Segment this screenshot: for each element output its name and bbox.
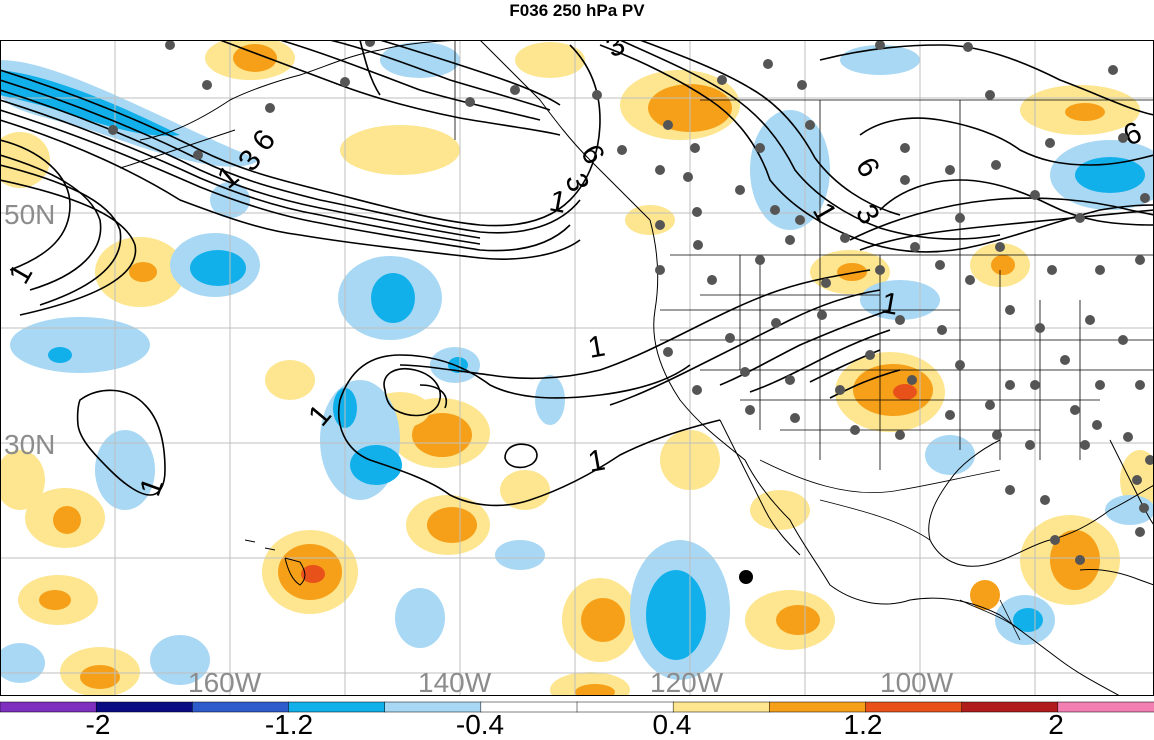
neg-anomaly — [750, 110, 830, 230]
pos-anomaly — [1065, 103, 1105, 121]
lat-label-50n: 50N — [4, 199, 55, 230]
pos-anomaly — [970, 580, 1000, 610]
colorbar-tick: 1.2 — [843, 709, 883, 740]
pos-anomaly — [265, 360, 315, 400]
neg-anomaly — [48, 347, 72, 363]
pos-anomaly — [427, 507, 477, 543]
pos-anomaly — [581, 598, 625, 642]
colorbar-tick: 2 — [1048, 709, 1064, 740]
coastlines — [119, 40, 1154, 696]
pos-anomaly — [53, 506, 81, 534]
neg-anomaly — [860, 280, 940, 320]
neg-anomaly — [190, 250, 246, 286]
pos-anomaly — [0, 450, 45, 510]
pos-anomaly — [893, 384, 917, 400]
colorbar-bin — [961, 701, 1059, 713]
neg-anomaly — [925, 435, 975, 475]
positive-anomaly-shading — [0, 40, 1154, 696]
pos-anomaly — [39, 590, 71, 610]
alaska-coast — [139, 40, 481, 141]
aleutian-islands — [119, 129, 236, 169]
lon-label-120w: 120W — [650, 667, 724, 696]
neg-anomaly — [350, 445, 402, 485]
colorbar — [0, 701, 1154, 713]
hawaii-islands — [244, 539, 306, 586]
cuba — [1079, 569, 1154, 586]
neg-anomaly — [1075, 157, 1145, 193]
neg-anomaly — [495, 540, 545, 570]
pos-anomaly — [340, 125, 460, 175]
neg-anomaly — [395, 588, 445, 648]
contour-label: 1 — [879, 286, 901, 321]
lon-label-160w: 160W — [188, 667, 262, 696]
bc-coast — [479, 40, 651, 221]
neg-anomaly — [10, 317, 150, 373]
baja-california — [719, 419, 801, 556]
neg-anomaly — [371, 273, 415, 323]
pos-anomaly — [301, 565, 325, 583]
pos-anomaly — [500, 470, 550, 510]
station-dots — [108, 40, 1154, 565]
marker-dot — [739, 570, 753, 584]
pos-anomaly — [776, 605, 820, 635]
map-panel: 1 1 3 6 3 6 3 1 6 1 3 6 1 1 1 1 1 — [0, 40, 1154, 696]
neg-anomaly — [95, 430, 155, 510]
pos-anomaly — [80, 665, 120, 689]
lat-label-30n: 30N — [4, 429, 55, 460]
us-west-coast — [649, 219, 1121, 696]
contour-label: 1 — [547, 184, 569, 219]
axis-labels: 50N 30N 160W 140W 120W 100W — [4, 199, 954, 696]
pos-anomaly — [575, 684, 615, 696]
lon-label-100w: 100W — [880, 667, 954, 696]
pos-anomaly — [837, 263, 867, 281]
florida — [1109, 439, 1154, 526]
neg-anomaly — [646, 570, 706, 660]
neg-anomaly — [840, 45, 920, 75]
colorbar-tick: -1.2 — [264, 709, 314, 740]
colorbar-bin — [95, 701, 194, 713]
colorbar-tick: 0.4 — [652, 709, 692, 740]
contour-label: 1 — [585, 443, 607, 478]
pv-contours — [0, 40, 1154, 507]
colorbar-tick: -2 — [85, 709, 111, 740]
pos-anomaly — [515, 42, 585, 78]
colorbar-bin — [1057, 701, 1154, 713]
pos-anomaly — [129, 262, 157, 282]
graticule — [0, 40, 1154, 696]
lon-label-140w: 140W — [418, 667, 492, 696]
contour-label: 1 — [585, 329, 607, 364]
pos-anomaly — [233, 44, 277, 72]
neg-anomaly — [380, 42, 460, 78]
colorbar-tick: -0.4 — [455, 709, 505, 740]
pos-anomaly — [991, 255, 1015, 275]
neg-anomaly — [535, 375, 565, 425]
pos-anomaly — [412, 413, 472, 457]
pos-anomaly — [0, 132, 50, 188]
colorbar-bin — [0, 701, 97, 713]
chart-title: F036 250 hPa PV — [509, 1, 645, 20]
